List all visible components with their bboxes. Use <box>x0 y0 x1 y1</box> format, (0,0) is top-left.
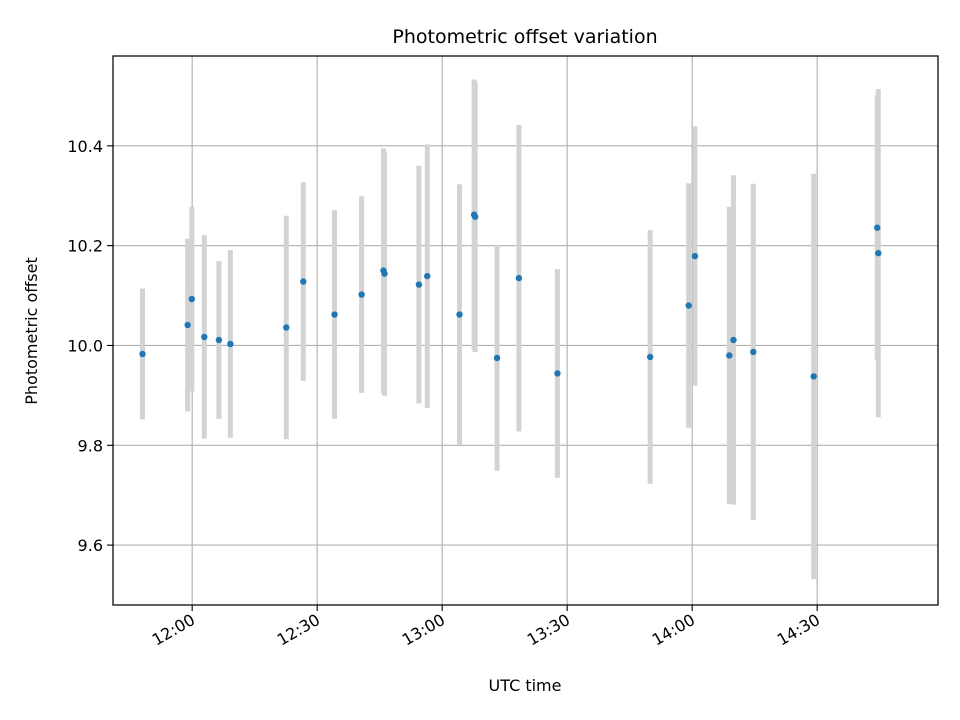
y-tick-label: 10.4 <box>67 137 103 156</box>
data-point <box>646 353 654 361</box>
y-axis-ticks: 9.6 9.8 10.0 10.2 10.4 <box>67 137 113 555</box>
data-point <box>730 336 737 344</box>
data-point <box>726 352 733 359</box>
x-axis-ticks: 12:00 12:30 13:00 13:30 14:00 14:30 <box>149 605 823 650</box>
data-point <box>215 336 223 344</box>
data-point <box>139 350 146 358</box>
y-tick-label: 10.0 <box>67 336 103 355</box>
data-point <box>875 249 882 257</box>
data-point <box>415 281 423 288</box>
data-point <box>358 291 365 298</box>
data-point <box>227 340 234 348</box>
plot-area-frame <box>112 55 939 606</box>
data-point <box>874 224 881 231</box>
data-point <box>685 302 692 309</box>
error-bars <box>140 79 881 580</box>
data-point <box>184 321 191 329</box>
data-point <box>424 272 431 280</box>
chart-title: Photometric offset variation <box>392 26 657 48</box>
x-tick-label: 14:00 <box>649 610 698 650</box>
y-tick-label: 9.6 <box>78 536 103 555</box>
x-tick-label: 12:00 <box>149 610 198 650</box>
data-point <box>515 274 523 282</box>
data-point <box>331 311 338 318</box>
data-point <box>471 213 479 220</box>
x-tick-label: 13:00 <box>399 610 448 650</box>
x-tick-label: 12:30 <box>274 610 323 650</box>
data-point <box>283 324 290 331</box>
data-point <box>691 252 699 260</box>
y-tick-label: 9.8 <box>78 436 103 455</box>
data-point <box>493 354 501 362</box>
data-points <box>139 211 882 380</box>
data-point <box>201 333 208 341</box>
data-point <box>381 270 388 277</box>
x-axis-title: UTC time <box>489 676 562 695</box>
data-point <box>810 373 817 380</box>
x-tick-label: 13:30 <box>524 610 573 650</box>
y-axis-title: Photometric offset <box>22 257 41 405</box>
x-tick-label: 14:30 <box>774 610 823 650</box>
data-point <box>300 278 307 285</box>
data-point <box>456 311 463 318</box>
data-point <box>554 370 561 377</box>
data-point <box>750 348 757 356</box>
y-tick-label: 10.2 <box>67 237 103 256</box>
data-point <box>188 295 196 303</box>
